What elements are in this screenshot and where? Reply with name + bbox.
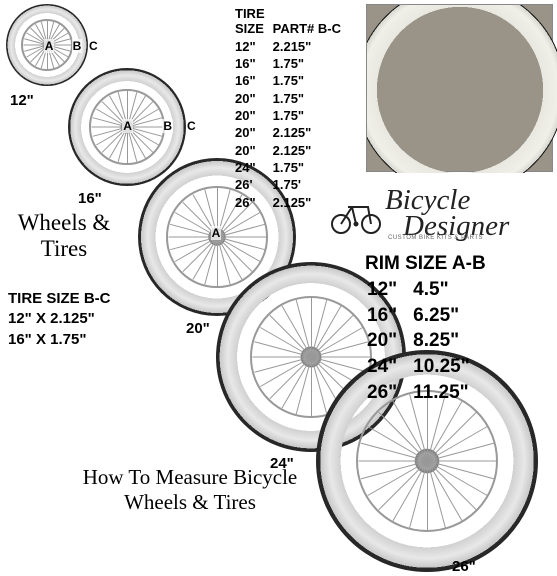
tire-size-bc-line: 16" X 1.75" [8,330,111,350]
marker-a: A [211,226,222,240]
tire-size-bc-line: 12" X 2.125" [8,309,111,329]
tire-size-bc-title: TIRE SIZE B-C [8,289,111,309]
how-to-measure-heading: How To Measure Bicycle Wheels & Tires [60,465,320,515]
tire-part-table: TIRESIZEPART# B-C12"2.215"16"1.75"16"1.7… [233,4,349,212]
marker-a: A [44,39,55,53]
wheel-size-label: 20" [186,320,210,337]
bike-icon [330,199,382,235]
wheel-12in: ABC [6,4,88,86]
wheel-size-label: 26" [452,558,476,575]
tire-size-bc-block: TIRE SIZE B-C 12" X 2.125" 16" X 1.75" [8,289,111,350]
wheels-tires-heading: Wheels & Tires [4,210,124,262]
marker-c: C [88,39,99,53]
logo-tagline: CUSTOM BIKE KITS & PARTS [388,235,483,241]
bicycle-designer-logo: Bicycle Designer CUSTOM BIKE KITS & PART… [330,191,550,246]
rim-size-table: RIM SIZE A-B 12"4.5"16"6.25"20"8.25"24"1… [365,252,486,407]
tire-product-inset [366,4,553,172]
wheel-size-label: 16" [78,190,102,207]
wheel-size-label: 12" [10,92,34,109]
marker-a: A [122,119,133,133]
marker-b: B [162,119,173,133]
rim-size-title: RIM SIZE A-B [365,252,486,276]
marker-b: B [72,39,83,53]
marker-c: C [186,119,197,133]
wheel-16in: ABC [68,68,186,186]
